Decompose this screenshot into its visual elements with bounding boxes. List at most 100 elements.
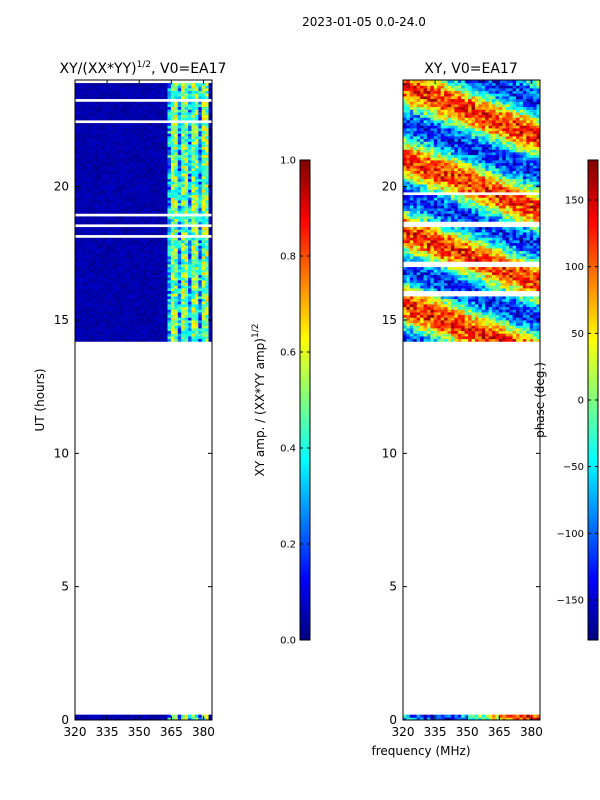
heatmap-cell [170,186,175,190]
heatmap-cell [98,234,103,238]
heatmap-cell [75,288,79,292]
heatmap-cell [447,338,452,342]
heatmap-cell [177,266,182,270]
heatmap-cell [184,264,189,268]
heatmap-cell [170,133,175,137]
heatmap-cell [164,224,168,228]
heatmap-cell [116,282,120,286]
heatmap-cell [119,93,124,97]
heatmap-cell [105,277,110,281]
heatmap-cell [153,149,158,153]
heatmap-cell [174,213,179,217]
heatmap-cell [88,197,93,201]
heatmap-cell [122,136,127,140]
heatmap-cell [406,290,411,294]
heatmap-cell [122,130,127,134]
heatmap-cell [85,117,90,121]
heatmap-cell [146,306,151,310]
heatmap-cell [102,176,107,180]
heatmap-cell [140,186,144,190]
heatmap-cell [481,301,486,305]
heatmap-cell [406,336,411,340]
heatmap-cell [471,336,476,340]
heatmap-cell [201,149,206,153]
heatmap-cell [188,338,192,342]
heatmap-cell [481,333,486,337]
heatmap-cell [146,109,151,113]
heatmap-cell [95,181,100,185]
heatmap-cell [529,314,534,318]
heatmap-cell [205,333,209,337]
heatmap-cell [109,256,114,260]
heatmap-cell [509,288,514,292]
heatmap-cell [485,314,490,318]
heatmap-cell [146,240,151,244]
heatmap-cell [109,240,114,244]
heatmap-cell [164,136,168,140]
heatmap-cell [181,160,186,164]
heatmap-cell [92,242,96,246]
heatmap-cell [505,288,510,292]
heatmap-cell [164,264,168,268]
heatmap-cell [88,288,93,292]
heatmap-cell [522,293,527,297]
heatmap-cell [85,245,90,249]
heatmap-cell [98,125,103,129]
heatmap-cell [88,258,93,262]
heatmap-cell [143,312,148,316]
heatmap-cell [198,298,203,302]
heatmap-cell [75,256,79,260]
heatmap-cell [98,240,103,244]
heatmap-cell [188,274,192,278]
heatmap-cell [153,250,158,254]
heatmap-cell [157,200,162,204]
heatmap-cell [81,269,86,273]
heatmap-cell [116,189,120,193]
heatmap-cell [184,160,189,164]
heatmap-cell [146,85,151,89]
heatmap-cell [516,320,520,324]
heatmap-cell [78,717,83,720]
heatmap-cell [164,272,168,276]
heatmap-cell [208,328,212,332]
heatmap-cell [164,82,168,86]
heatmap-cell [194,237,199,241]
heatmap-cell [167,125,172,129]
heatmap-cell [119,714,124,718]
heatmap-cell [81,221,86,225]
heatmap-cell [102,133,107,137]
heatmap-cell [167,200,172,204]
heatmap-cell [157,93,162,97]
heatmap-cell [184,80,189,84]
heatmap-cell [92,173,96,177]
heatmap-cell [81,88,86,92]
heatmap-cell [174,194,179,198]
heatmap-cell [81,120,86,124]
heatmap-cell [201,264,206,268]
heatmap-cell [140,272,144,276]
heatmap-cell [150,114,155,118]
heatmap-cell [478,317,483,321]
heatmap-cell [146,296,151,300]
heatmap-cell [122,288,127,292]
heatmap-cell [126,253,131,257]
heatmap-cell [194,338,199,342]
heatmap-cell [174,301,179,305]
heatmap-cell [495,301,500,305]
heatmap-cell [170,202,175,206]
heatmap-cell [75,245,79,249]
heatmap-cell [194,210,199,214]
heatmap-cell [150,309,155,313]
heatmap-cell [140,178,144,182]
heatmap-cell [198,218,203,222]
heatmap-cell [406,309,411,313]
heatmap-cell [495,298,500,302]
heatmap-cell [126,216,131,220]
heatmap-cell [157,258,162,262]
heatmap-cell [153,184,158,188]
heatmap-cell [143,232,148,236]
heatmap-cell [184,213,189,217]
heatmap-cell [188,208,192,212]
heatmap-cell [164,144,168,148]
heatmap-cell [112,170,117,174]
